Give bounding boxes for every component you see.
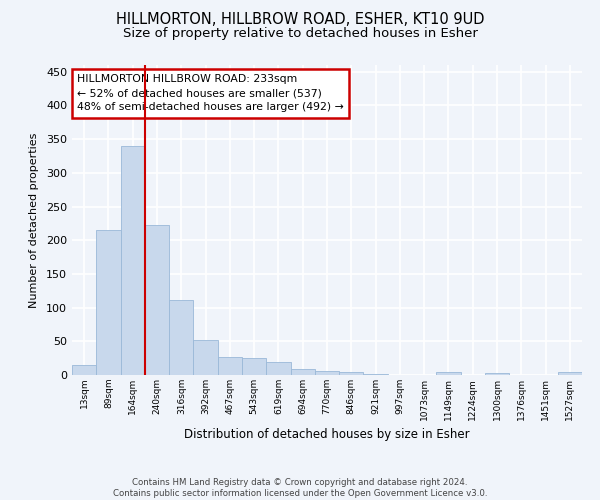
- Bar: [96, 230, 121, 375]
- X-axis label: Distribution of detached houses by size in Esher: Distribution of detached houses by size …: [184, 428, 470, 441]
- Text: Contains HM Land Registry data © Crown copyright and database right 2024.
Contai: Contains HM Land Registry data © Crown c…: [113, 478, 487, 498]
- Bar: [315, 371, 339, 375]
- Bar: [485, 373, 509, 375]
- Y-axis label: Number of detached properties: Number of detached properties: [29, 132, 39, 308]
- Text: HILLMORTON HILLBROW ROAD: 233sqm
← 52% of detached houses are smaller (537)
48% : HILLMORTON HILLBROW ROAD: 233sqm ← 52% o…: [77, 74, 344, 112]
- Bar: [266, 362, 290, 375]
- Bar: [193, 340, 218, 375]
- Bar: [169, 300, 193, 375]
- Bar: [290, 369, 315, 375]
- Bar: [242, 358, 266, 375]
- Bar: [436, 372, 461, 375]
- Bar: [339, 372, 364, 375]
- Text: HILLMORTON, HILLBROW ROAD, ESHER, KT10 9UD: HILLMORTON, HILLBROW ROAD, ESHER, KT10 9…: [116, 12, 484, 28]
- Bar: [558, 372, 582, 375]
- Bar: [364, 374, 388, 375]
- Text: Size of property relative to detached houses in Esher: Size of property relative to detached ho…: [122, 28, 478, 40]
- Bar: [121, 146, 145, 375]
- Bar: [145, 226, 169, 375]
- Bar: [218, 358, 242, 375]
- Bar: [72, 365, 96, 375]
